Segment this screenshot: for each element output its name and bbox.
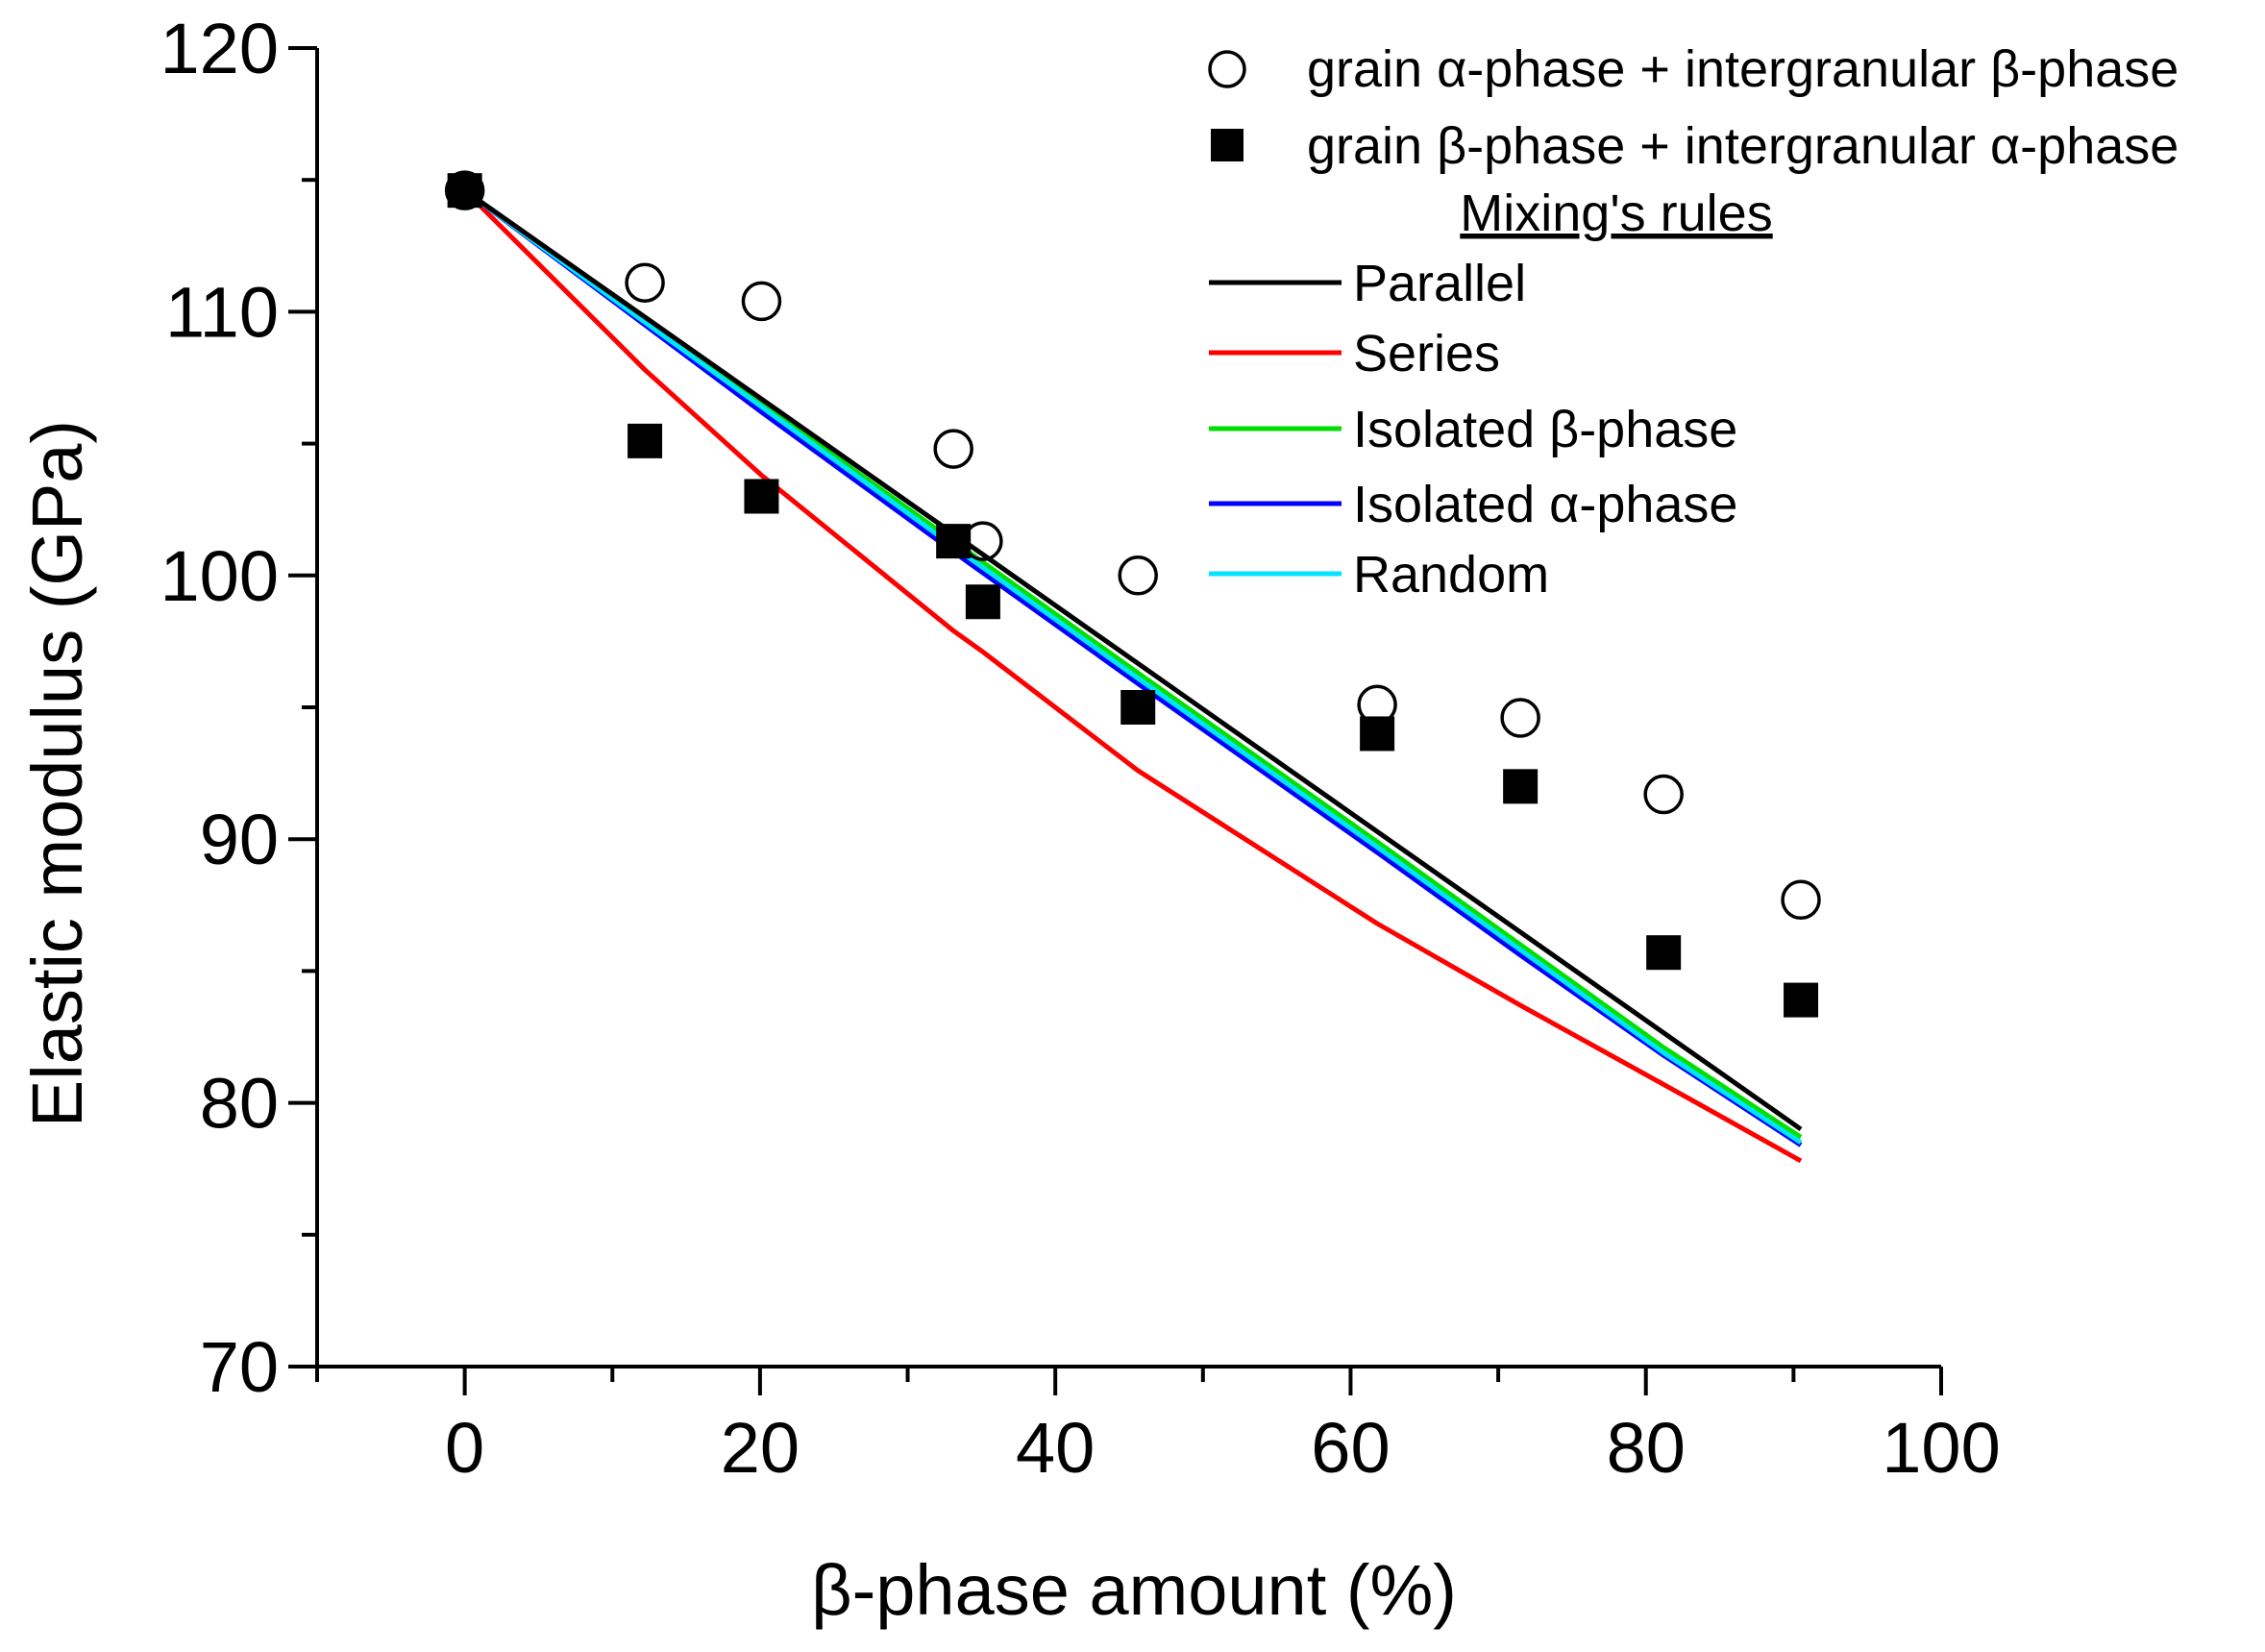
mixing-rule-lines [462, 188, 1803, 1164]
data-markers [444, 170, 1821, 1018]
circle-point [444, 170, 485, 210]
circle-point [741, 281, 782, 322]
y-tick-label: 100 [160, 536, 279, 616]
x-tick-label: 80 [1607, 1408, 1686, 1488]
square-point [1120, 690, 1156, 725]
legend-label-isolated-phase: Isolated α-phase [1353, 476, 1737, 533]
x-tick-label: 0 [445, 1408, 484, 1488]
square-point [1503, 769, 1539, 804]
legend-label-random: Random [1353, 546, 1549, 604]
y-axis-title: Elastic modulus (GPa) [17, 420, 97, 1127]
circle-point [1643, 774, 1684, 815]
y-tick-label: 110 [165, 272, 279, 352]
circle-point [1357, 684, 1397, 726]
legend-label-series: Series [1353, 325, 1500, 382]
circle-point [625, 262, 665, 303]
line-parallel [463, 188, 1803, 1132]
x-tick-label: 20 [721, 1408, 800, 1488]
x-tick-label: 100 [1882, 1408, 2000, 1488]
axes: 70 80 90 100 110 120 0 20 40 60 80 100 [160, 9, 2001, 1488]
circle-point [1781, 879, 1821, 921]
legend-circle-marker [1208, 50, 1246, 88]
x-tick-label: 60 [1311, 1408, 1390, 1488]
legend-heading: Mixing's rules [1460, 185, 1772, 242]
legend: grain α-phase + intergranular β-phase gra… [1208, 40, 2179, 604]
square-point [628, 423, 663, 458]
legend-square-marker [1211, 129, 1243, 161]
y-tick-label: 80 [200, 1064, 279, 1144]
square-point [965, 584, 1000, 620]
x-tick-label: 40 [1016, 1408, 1095, 1488]
legend-label-isolated-phase: Isolated β-phase [1353, 401, 1737, 458]
legend-label-parallel: Parallel [1353, 255, 1526, 312]
circle-point [1118, 555, 1158, 596]
line-series [462, 188, 1803, 1164]
square-point [1784, 982, 1819, 1018]
square-point [744, 479, 779, 514]
line-random [463, 188, 1803, 1145]
y-tick-label: 90 [200, 800, 279, 879]
legend-label-square: grain β-phase + intergranular α-phase [1307, 117, 2179, 175]
line-isolated-phase [463, 188, 1803, 1147]
square-point [447, 173, 482, 209]
circle-point [963, 521, 1003, 561]
circle-point [1500, 698, 1540, 738]
legend-label-circle: grain α-phase + intergranular β-phase [1307, 40, 2179, 98]
square-point [1646, 935, 1682, 971]
x-axis-title: β-phase amount (%) [811, 1550, 1457, 1630]
y-tick-label: 120 [160, 9, 279, 88]
y-tick-label: 70 [200, 1327, 279, 1407]
circle-point [933, 429, 973, 469]
